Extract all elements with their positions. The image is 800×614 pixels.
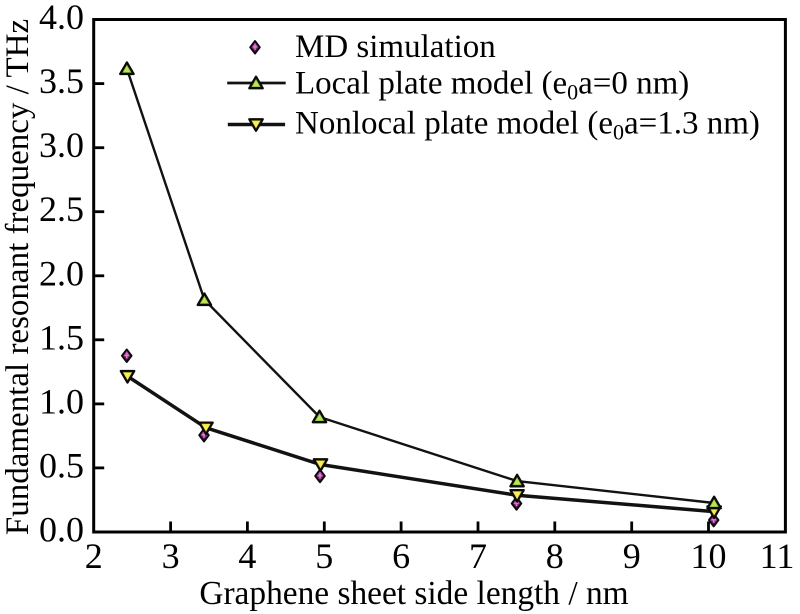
- svg-text:3.0: 3.0: [39, 125, 84, 165]
- svg-text:4.0: 4.0: [39, 0, 84, 37]
- svg-text:8: 8: [546, 536, 564, 576]
- svg-text:1.0: 1.0: [39, 381, 84, 421]
- svg-text:MD simulation: MD simulation: [295, 29, 496, 65]
- svg-text:6: 6: [392, 536, 410, 576]
- svg-text:7: 7: [469, 536, 487, 576]
- svg-text:Graphene sheet side length / n: Graphene sheet side length / nm: [199, 575, 628, 612]
- svg-text:4: 4: [238, 536, 256, 576]
- svg-text:Nonlocal plate model (e0a=1.3: Nonlocal plate model (e0a=1.3 nm): [295, 105, 760, 144]
- svg-text:0.0: 0.0: [39, 510, 84, 550]
- svg-text:3.5: 3.5: [39, 61, 84, 101]
- svg-text:2.0: 2.0: [39, 253, 84, 293]
- svg-text:1.5: 1.5: [39, 317, 84, 357]
- svg-text:2.5: 2.5: [39, 189, 84, 229]
- svg-text:9: 9: [623, 536, 641, 576]
- svg-text:2: 2: [85, 536, 103, 576]
- svg-text:Fundamental resonant frequency: Fundamental resonant frequency / THz: [0, 19, 36, 535]
- svg-text:10: 10: [691, 536, 727, 576]
- svg-text:5: 5: [315, 536, 333, 576]
- svg-text:3: 3: [162, 536, 180, 576]
- svg-text:Local plate model (e0a=0 nm): Local plate model (e0a=0 nm): [295, 66, 689, 105]
- svg-text:11: 11: [760, 536, 795, 576]
- svg-text:0.5: 0.5: [39, 445, 84, 485]
